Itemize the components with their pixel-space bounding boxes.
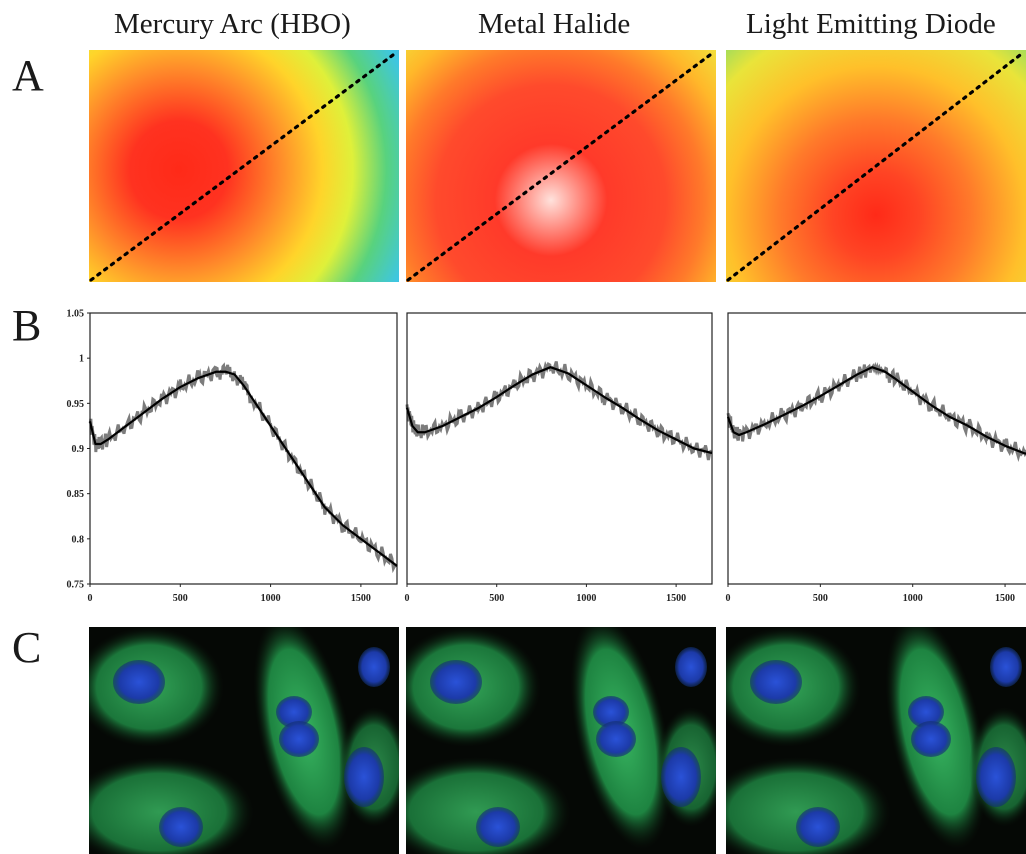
micrograph-led <box>726 627 1026 854</box>
diagonal-line-profile <box>726 50 1026 282</box>
nucleus <box>358 647 390 687</box>
profile-chart-svg: 0 500 1000 1500 <box>405 312 713 604</box>
nucleus <box>661 747 701 807</box>
nucleus <box>976 747 1016 807</box>
profile-noise-band <box>726 361 1026 462</box>
heatmap-mercury-arc <box>89 50 399 282</box>
diagonal-line-profile <box>406 50 716 282</box>
x-tick-label: 500 <box>173 593 188 604</box>
y-tick-label: 0.8 <box>72 534 85 545</box>
heatmap-led <box>726 50 1026 282</box>
nucleus <box>276 696 312 728</box>
x-tick-label: 1500 <box>995 593 1015 604</box>
x-tick-label: 500 <box>813 593 828 604</box>
diagonal-line-profile <box>89 50 399 282</box>
profile-chart-metal-halide: 0 500 1000 1500 <box>390 300 720 615</box>
x-tick-label: 1000 <box>576 593 596 604</box>
row-label-b: B <box>12 301 42 350</box>
column-title-led: Light Emitting Diode <box>746 8 996 40</box>
profile-chart-svg: 0.75 0.8 0.85 0.9 0.95 1 1.05 0 500 1000 1500 <box>67 309 398 604</box>
profile-series-line <box>88 370 398 567</box>
y-tick-label: 0.85 <box>67 489 85 500</box>
nucleus <box>750 660 802 704</box>
micrograph-mercury-arc <box>89 627 399 854</box>
cell <box>406 757 571 854</box>
plot-frame <box>406 312 713 585</box>
x-tick-label: 0 <box>726 593 731 604</box>
x-tick-label: 0 <box>88 593 93 604</box>
nucleus <box>911 721 951 757</box>
nucleus <box>596 721 636 757</box>
cell <box>726 757 891 854</box>
x-tick-label: 0 <box>405 593 410 604</box>
y-tick-label: 0.9 <box>72 444 85 455</box>
nucleus <box>159 807 203 847</box>
y-tick-label: 1 <box>79 354 84 365</box>
profile-noise-band <box>88 362 398 574</box>
profile-chart-led: 0 500 1000 1500 <box>712 300 1026 615</box>
x-tick-label: 500 <box>489 593 504 604</box>
nucleus <box>476 807 520 847</box>
column-title-metal-halide: Metal Halide <box>478 8 631 40</box>
nucleus <box>990 647 1022 687</box>
column-title-mercury-arc: Mercury Arc (HBO) <box>114 8 351 40</box>
nucleus <box>908 696 944 728</box>
x-tick-label: 1500 <box>666 593 686 604</box>
x-tick-label: 1500 <box>351 593 371 604</box>
heatmap-metal-halide <box>406 50 716 282</box>
x-tick-label: 1000 <box>903 593 923 604</box>
profile-chart-svg: 0 500 1000 1500 <box>726 312 1026 604</box>
micrograph-metal-halide <box>406 627 716 854</box>
nucleus <box>344 747 384 807</box>
nucleus <box>593 696 629 728</box>
x-tick-label: 1000 <box>261 593 281 604</box>
y-tick-label: 0.95 <box>67 399 85 410</box>
y-tick-label: 1.05 <box>67 309 85 320</box>
cell <box>89 757 254 854</box>
plot-frame <box>89 312 398 585</box>
profile-series-line <box>405 366 713 455</box>
profile-noise-band <box>405 361 713 461</box>
nucleus <box>675 647 707 687</box>
nucleus <box>430 660 482 704</box>
y-tick-label: 0.75 <box>67 580 85 591</box>
nucleus <box>113 660 165 704</box>
profile-series-line <box>726 366 1026 455</box>
nucleus <box>796 807 840 847</box>
nucleus <box>279 721 319 757</box>
plot-frame <box>727 312 1026 585</box>
row-label-a: A <box>12 51 44 100</box>
profile-chart-mercury-arc: 0.75 0.8 0.85 0.9 0.95 1 1.05 0 500 1000 1500 <box>40 300 405 615</box>
row-label-c: C <box>12 623 42 672</box>
